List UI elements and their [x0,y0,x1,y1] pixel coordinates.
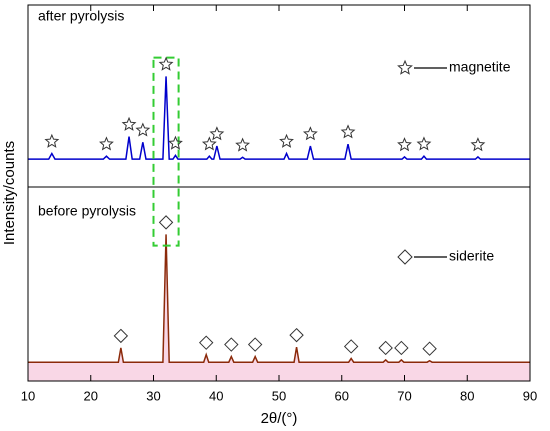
peak-marker [289,327,304,343]
peak-marker [135,122,151,137]
peak-marker [470,137,486,152]
peak-marker [224,337,239,352]
peak-marker [394,340,409,356]
peak-marker [199,335,214,350]
legend-label: magnetite [449,59,511,75]
x-tick-label: 50 [272,388,286,403]
peak-marker [201,136,217,151]
series-line [28,234,530,363]
series-line [28,76,530,160]
peak-marker [422,341,437,356]
legend-symbol [397,59,413,75]
legend-symbol [397,249,413,265]
peak-marker [302,126,318,141]
peak-marker [235,137,251,152]
peak-marker [168,135,183,150]
peak-marker [340,124,356,139]
peak-marker [121,116,137,131]
legend-label: siderite [449,248,494,264]
x-tick-label: 60 [335,388,349,403]
x-tick-label: 10 [21,388,35,403]
x-tick-label: 70 [397,388,411,403]
peak-marker [416,136,432,151]
peak-marker [99,136,114,151]
series-label: after pyrolysis [38,8,124,24]
x-tick-label: 20 [84,388,98,403]
x-tick-label: 80 [460,388,474,403]
peak-marker [378,340,393,356]
series-area [28,234,530,381]
peak-marker [247,337,263,352]
highlight-box [152,56,180,247]
peak-marker [158,215,174,230]
x-tick-label: 40 [209,388,223,403]
x-tick-label: 30 [146,388,160,403]
peak-marker [158,56,174,71]
peak-marker [209,126,225,141]
series-label: before pyrolysis [38,203,136,219]
x-tick-label: 90 [523,388,537,403]
y-axis-label: Intensity/counts [1,141,18,245]
peak-marker [343,339,359,354]
peak-marker [397,137,412,152]
peak-marker [44,133,60,148]
peak-marker [279,133,294,148]
peak-marker [113,328,129,344]
x-axis-label: 2θ/(°) [261,410,298,427]
